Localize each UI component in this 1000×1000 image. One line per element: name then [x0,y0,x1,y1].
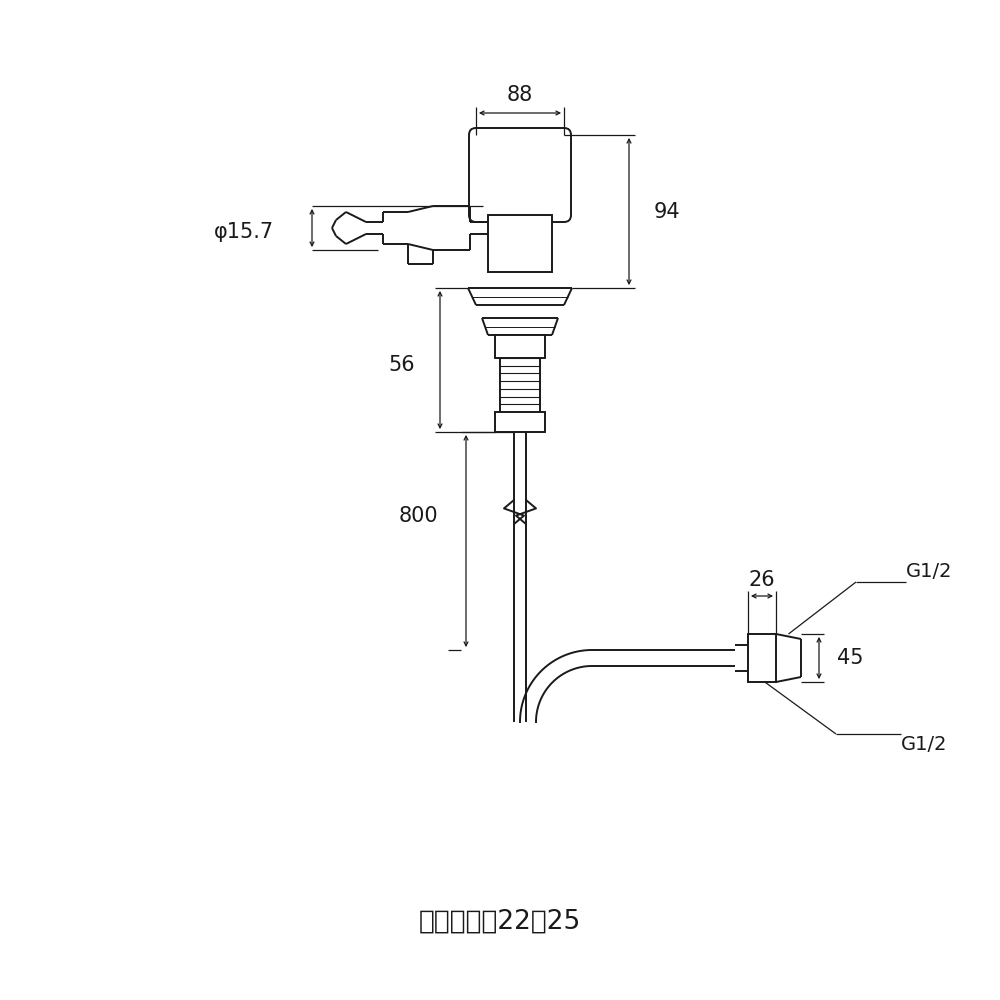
Bar [495,335,545,358]
Bar [495,412,545,432]
Bar [488,215,552,272]
FancyBboxPatch shape [469,128,571,222]
Text: 45: 45 [837,648,863,668]
Bar [748,634,776,682]
Text: G1/2: G1/2 [901,735,948,754]
Text: 88: 88 [507,85,533,105]
Text: 取付穴径：22～25: 取付穴径：22～25 [419,909,581,935]
Text: G1/2: G1/2 [906,562,952,581]
Text: 94: 94 [654,202,681,222]
Text: φ15.7: φ15.7 [214,222,274,242]
Text: 56: 56 [388,355,415,375]
Text: 800: 800 [398,506,438,526]
Text: 26: 26 [749,570,775,590]
